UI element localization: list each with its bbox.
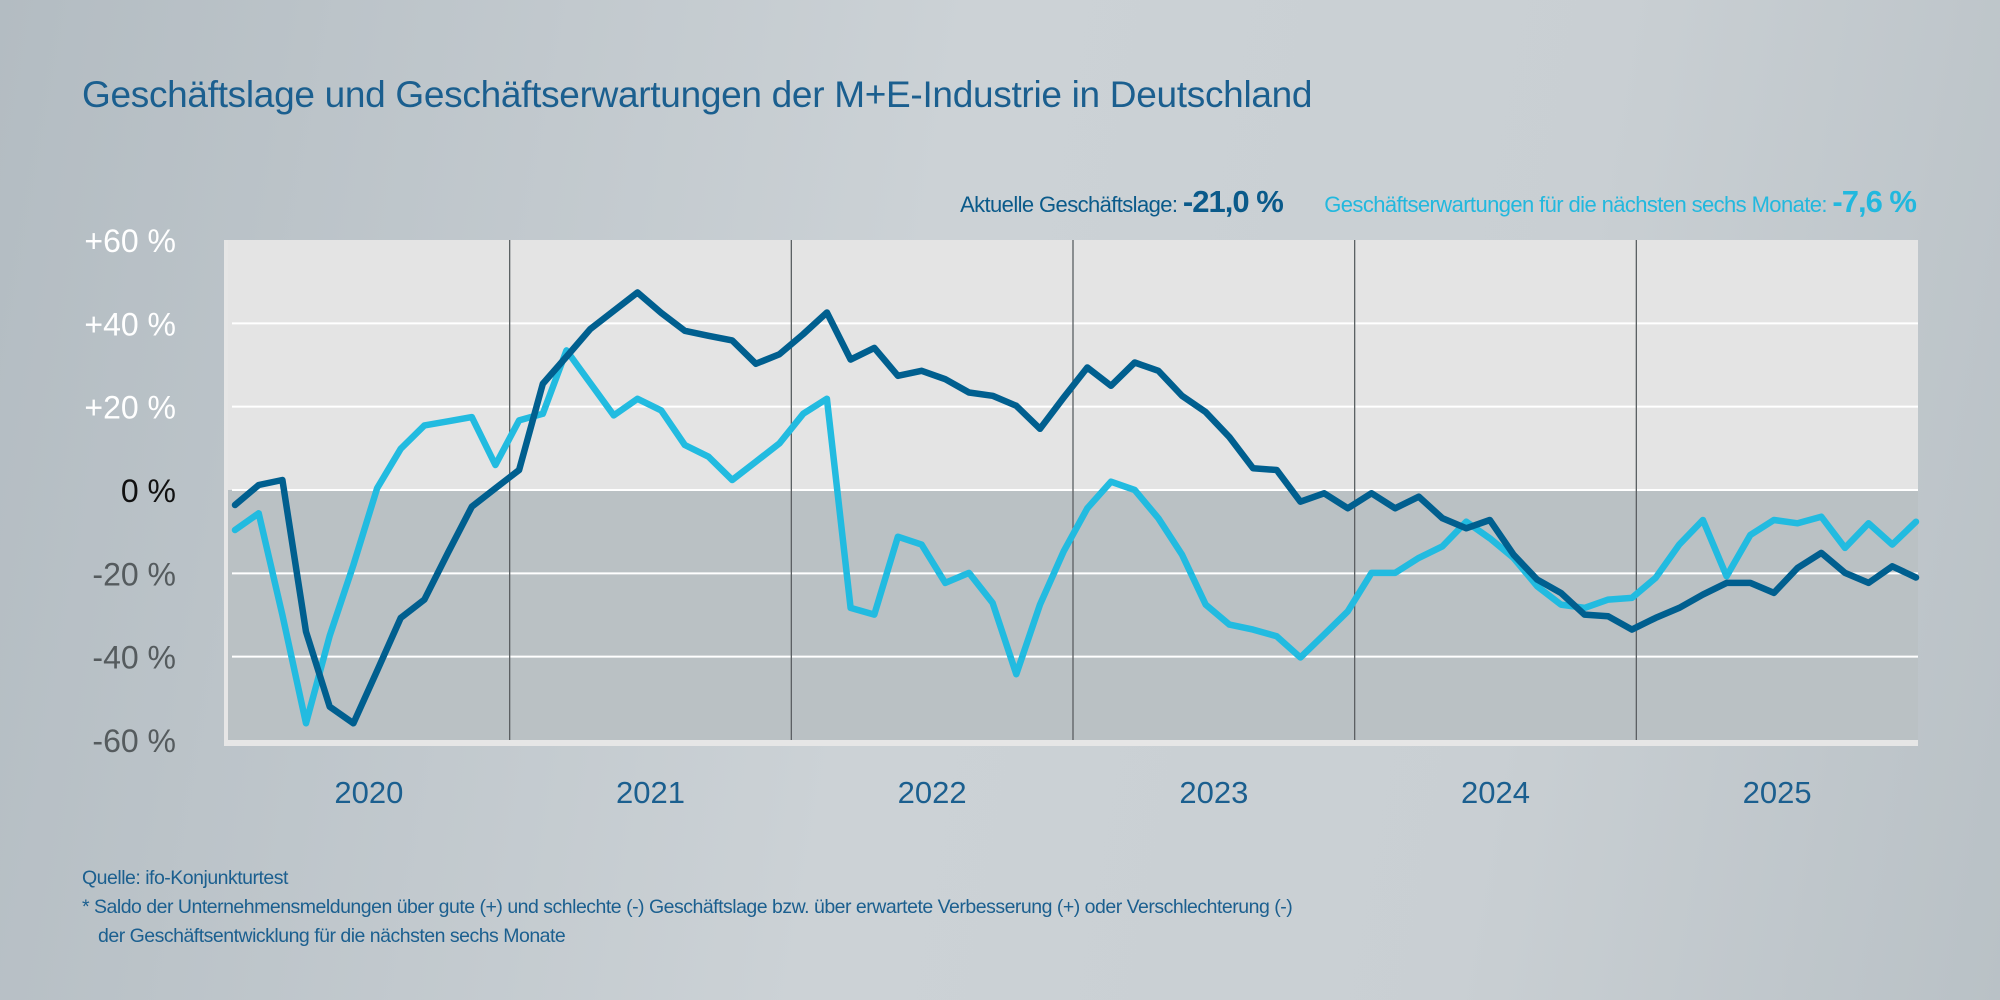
y-tick-label: -40 % — [92, 640, 176, 676]
x-tick-label: 2021 — [616, 775, 685, 810]
series-line-current-situation — [231, 289, 1920, 727]
source-note: Quelle: ifo-Konjunkturtest — [82, 867, 288, 889]
legend-current-situation: Aktuelle Geschäftslage: -21,0 % — [960, 184, 1288, 219]
x-tick-label: 2025 — [1743, 775, 1812, 810]
footnote-line-1: * Saldo der Unternehmensmeldungen über g… — [82, 896, 1293, 918]
footer: Quelle: ifo-Konjunkturtest * Saldo der U… — [82, 864, 1293, 951]
y-tick-label: +60 % — [84, 223, 176, 259]
y-tick-label: +40 % — [84, 306, 176, 342]
footnote-line-2: der Geschäftsentwicklung für die nächste… — [98, 925, 566, 947]
y-tick-label: 0 % — [121, 473, 176, 509]
chart-title: Geschäftslage und Geschäftserwartungen d… — [82, 74, 1313, 115]
y-tick-label: -60 % — [92, 723, 176, 759]
legend-current-situation-label: Aktuelle Geschäftslage: — [960, 192, 1178, 217]
y-tick-label: -20 % — [92, 556, 176, 592]
legend-expectations-value: -7,6 % — [1832, 184, 1917, 219]
series-line-expectations — [231, 347, 1920, 727]
legend: Aktuelle Geschäftslage: -21,0 % Geschäft… — [960, 184, 1917, 220]
x-tick-label: 2023 — [1179, 775, 1248, 810]
x-tick-label: 2020 — [334, 775, 403, 810]
legend-expectations: Geschäftserwartungen für die nächsten se… — [1324, 184, 1917, 219]
y-tick-label: +20 % — [84, 390, 176, 426]
legend-current-situation-value: -21,0 % — [1182, 184, 1284, 219]
legend-expectations-label: Geschäftserwartungen für die nächsten se… — [1324, 192, 1827, 217]
x-tick-label: 2022 — [898, 775, 967, 810]
x-tick-label: 2024 — [1461, 775, 1530, 810]
